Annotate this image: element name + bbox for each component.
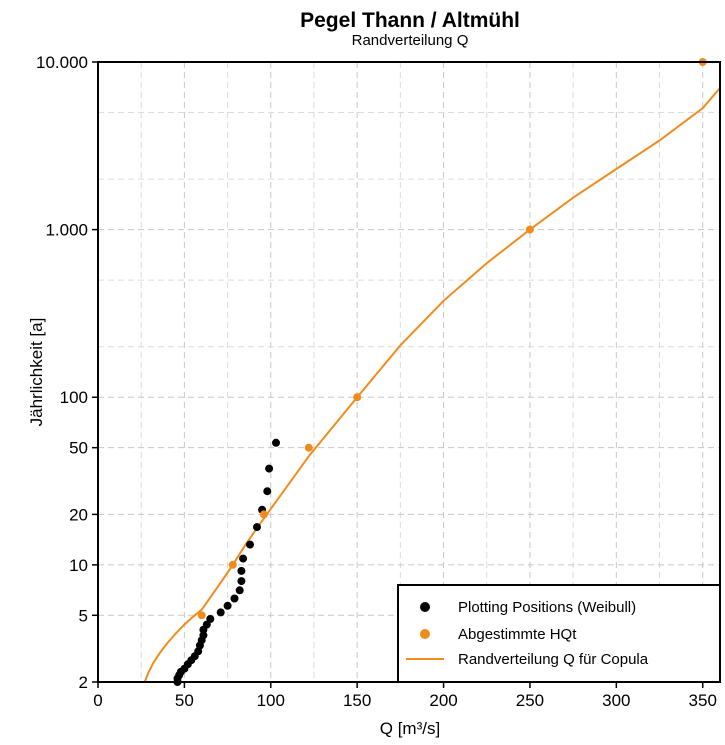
weibull-point-25 [263, 487, 272, 496]
y-tick-label-1: 5 [79, 606, 88, 625]
x-tick-label-3: 150 [343, 691, 371, 710]
weibull-point-20 [237, 566, 246, 575]
x-tick-label-0: 0 [93, 691, 102, 710]
y-tick-label-2: 10 [69, 556, 88, 575]
weibull-point-26 [265, 464, 274, 473]
weibull-point-16 [223, 601, 232, 610]
weibull-point-18 [235, 586, 244, 595]
x-tick-label-4: 200 [429, 691, 457, 710]
weibull-point-27 [272, 438, 280, 447]
y-tick-label-4: 50 [69, 439, 88, 458]
legend-box [397, 584, 721, 683]
legend-label-curve: Randverteilung Q für Copula [458, 651, 649, 668]
legend-marker-hqt [420, 629, 430, 639]
hqt-point-5 [525, 225, 534, 234]
legend-marker-weibull [420, 602, 430, 612]
chart-subtitle: Randverteilung Q [352, 32, 469, 49]
grid [98, 62, 720, 682]
x-tick-label-5: 250 [516, 691, 544, 710]
y-tick-label-7: 10.000 [36, 53, 88, 72]
hqt-point-2 [259, 510, 268, 519]
weibull-point-17 [230, 594, 239, 603]
hqt-point-4 [353, 393, 362, 402]
weibull-point-14 [206, 615, 215, 623]
y-tick-label-5: 100 [60, 388, 88, 407]
x-tick-label-1: 50 [175, 691, 194, 710]
hqt-point-0 [197, 611, 206, 620]
x-tick-label-7: 350 [689, 691, 717, 710]
x-axis-ticks: 0 50 100 150 200 250 300 350 [93, 682, 717, 710]
chart-title: Pegel Thann / Altmühl [300, 9, 520, 32]
y-axis-ticks: 2 5 10 20 50 100 1.000 10.000 [36, 53, 98, 692]
y-axis-label: Jährlichkeit [a] [27, 318, 46, 427]
weibull-point-22 [246, 540, 254, 549]
points-layer [173, 58, 707, 686]
weibull-point-11 [199, 631, 208, 640]
weibull-point-15 [216, 608, 225, 617]
x-tick-label-2: 100 [257, 691, 285, 710]
weibull-point-21 [239, 554, 248, 563]
hqt-point-1 [228, 560, 237, 569]
hqt-point-3 [304, 443, 313, 452]
x-axis-label: Q [m³/s] [380, 719, 440, 738]
legend: Plotting Positions (Weibull) Abgestimmte… [397, 584, 721, 683]
y-tick-label-6: 1.000 [45, 221, 88, 240]
legend-label-weibull: Plotting Positions (Weibull) [458, 599, 636, 616]
x-tick-label-6: 300 [602, 691, 630, 710]
y-tick-label-3: 20 [69, 505, 88, 524]
weibull-point-19 [237, 577, 246, 586]
y-tick-label-0: 2 [79, 673, 88, 692]
weibull-point-23 [253, 523, 261, 532]
legend-label-hqt: Abgestimmte HQt [458, 626, 577, 643]
